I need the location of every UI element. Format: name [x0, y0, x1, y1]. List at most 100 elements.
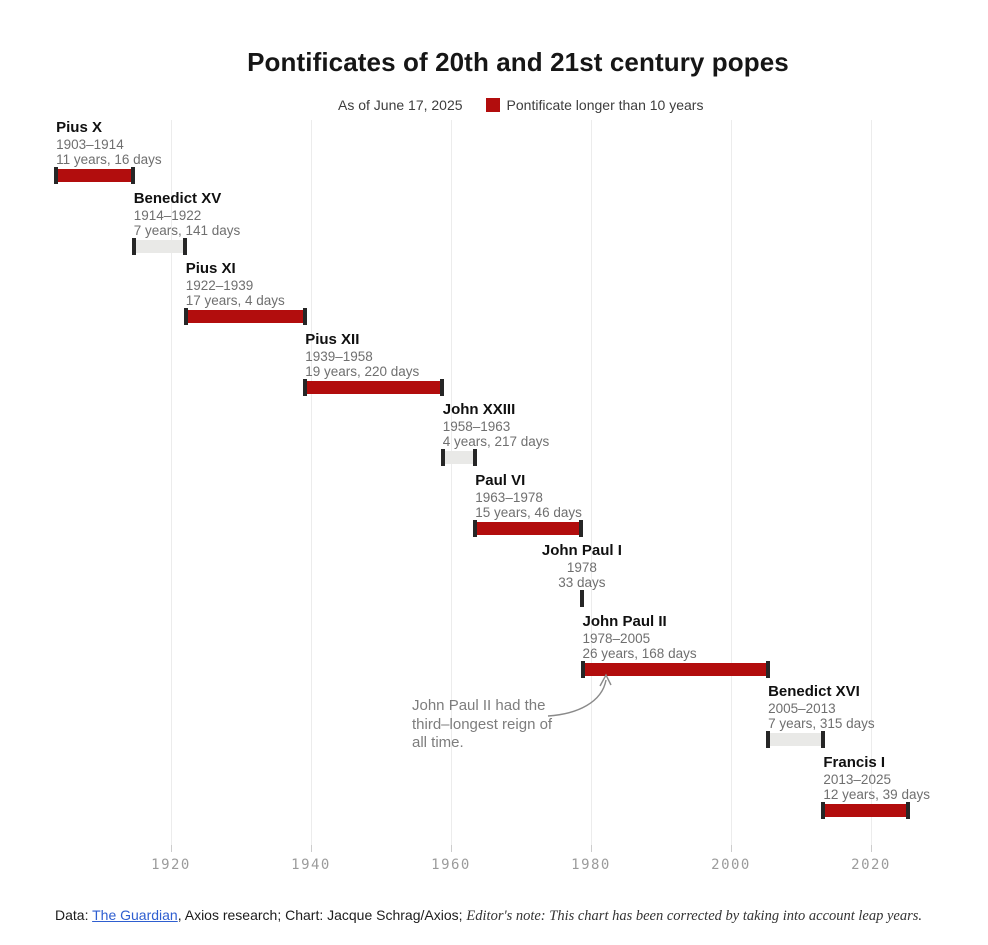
footer-sources: , Axios research; Chart: Jacque Schrag/A… [177, 907, 467, 923]
axis-label-1960: 1960 [431, 857, 471, 873]
axis-tick-1920 [171, 845, 172, 852]
footer-data-label: Data: [55, 907, 93, 923]
pope-name: Benedict XVI [768, 683, 860, 700]
reign-bar-fill [768, 733, 824, 746]
pope-label: Pius XI 1922–1939 17 years, 4 days [185, 260, 285, 309]
pope-years: 1939–1958 [305, 348, 373, 364]
pope-duration: 7 years, 141 days [133, 222, 241, 238]
pope-duration: 7 years, 315 days [768, 716, 875, 731]
reign-bar [766, 731, 826, 748]
bar-start-cap [54, 167, 59, 184]
pope-years: 1963–1978 [475, 489, 543, 505]
source-footer: Data: The Guardian, Axios research; Char… [55, 907, 922, 925]
pope-label: Francis I 2013–2025 12 years, 39 days [823, 753, 930, 802]
pope-label: John Paul II 1978–2005 26 years, 168 days [582, 613, 697, 661]
reign-bar-fill [582, 662, 768, 676]
axis-label-1940: 1940 [291, 857, 331, 873]
reign-bar-fill [823, 803, 909, 817]
reign-bar [579, 590, 584, 607]
bar-start-cap [766, 731, 771, 748]
bar-start-cap [473, 519, 478, 537]
bar-end-cap [821, 731, 826, 748]
reign-bar [54, 167, 136, 184]
pope-years: 2013–2025 [823, 771, 891, 787]
as-of-date: As of June 17, 2025 [338, 97, 463, 113]
pope-name: Benedict XV [133, 189, 222, 207]
bar-end-cap [472, 449, 477, 466]
chart-title: Pontificates of 20th and 21st century po… [247, 47, 789, 77]
pope-duration: 4 years, 217 days [442, 434, 550, 449]
bar-end-cap [440, 378, 445, 396]
axis-label-2000: 2000 [711, 857, 751, 873]
reign-bar [440, 449, 477, 466]
reign-bar [473, 519, 584, 537]
pope-duration: 17 years, 4 days [185, 293, 285, 308]
pope-label: Pius XII 1939–1958 19 years, 220 days [305, 330, 420, 379]
annotation-text: John Paul II had the third–longest reign… [412, 697, 553, 751]
gridline-1920 [171, 120, 172, 845]
bar-end-cap [302, 308, 307, 325]
reign-bar [821, 801, 911, 819]
bar-start-cap [821, 801, 826, 819]
pope-label: John Paul I 1978 33 days [541, 542, 622, 591]
legend-label: Pontificate longer than 10 years [506, 97, 704, 113]
pope-name: Francis I [823, 753, 886, 771]
pope-name: Pius X [56, 119, 102, 136]
pope-duration: 26 years, 168 days [582, 645, 697, 661]
bar-start-cap [131, 237, 136, 255]
pope-duration: 33 days [558, 575, 606, 590]
reign-bar-fill [442, 451, 475, 464]
bar-end-cap [131, 167, 136, 184]
pope-name: Pius XII [305, 330, 360, 348]
reign-bar-fill [56, 169, 134, 182]
bar-start-cap [303, 378, 308, 396]
annotation-arrow-icon [547, 673, 612, 717]
guardian-link[interactable]: The Guardian [92, 907, 178, 923]
bar-start-cap [580, 660, 585, 678]
gridline-1940 [311, 120, 312, 845]
pope-label: Benedict XV 1914–1922 7 years, 141 days [133, 189, 241, 238]
gridline-1980 [591, 120, 592, 845]
reign-bar [183, 308, 307, 325]
legend: As of June 17, 2025 Pontificate longer t… [338, 97, 703, 113]
pope-duration: 19 years, 220 days [305, 363, 420, 379]
gridline-2020 [871, 120, 872, 845]
pope-years: 1978–2005 [582, 630, 651, 646]
pope-label: Pius X 1903–1914 11 years, 16 days [56, 119, 162, 168]
axis-tick-2020 [871, 845, 872, 852]
bar-end-cap [183, 237, 188, 255]
pope-name: Paul VI [475, 471, 526, 489]
reign-bar [580, 660, 770, 678]
pope-years: 2005–2013 [768, 701, 836, 716]
pope-duration: 15 years, 46 days [475, 504, 582, 520]
bar-start-cap [183, 308, 188, 325]
axis-label-1980: 1980 [571, 857, 611, 873]
pope-name: Pius XI [185, 260, 236, 277]
gridline-1960 [451, 120, 452, 845]
pope-years: 1958–1963 [442, 419, 511, 434]
reign-bar [131, 237, 188, 255]
axis-tick-1960 [451, 845, 452, 852]
reign-bar-fill [305, 380, 443, 394]
bar-end-cap [765, 660, 770, 678]
axis-tick-1980 [591, 845, 592, 852]
pope-name: John Paul I [541, 542, 622, 559]
reign-bar-fill [475, 521, 582, 535]
axis-label-2020: 2020 [851, 857, 891, 873]
editors-note: Editor's note: This chart has been corre… [466, 908, 923, 924]
bar-end-cap [579, 519, 584, 537]
gridline-2000 [731, 120, 732, 845]
legend-swatch-long-reign [485, 98, 500, 112]
axis-tick-1940 [311, 845, 312, 852]
pope-label: John XXIII 1958–1963 4 years, 217 days [442, 402, 550, 450]
reign-bar [303, 378, 445, 396]
bar-start-cap [440, 449, 445, 466]
pope-label: Benedict XVI 2005–2013 7 years, 315 days [768, 683, 875, 732]
pope-duration: 12 years, 39 days [823, 786, 930, 802]
axis-tick-2000 [731, 845, 732, 852]
bar-end-cap [906, 801, 911, 819]
pope-duration: 11 years, 16 days [56, 152, 162, 167]
pope-label: Paul VI 1963–1978 15 years, 46 days [475, 471, 582, 520]
reign-bar-fill [133, 239, 186, 253]
